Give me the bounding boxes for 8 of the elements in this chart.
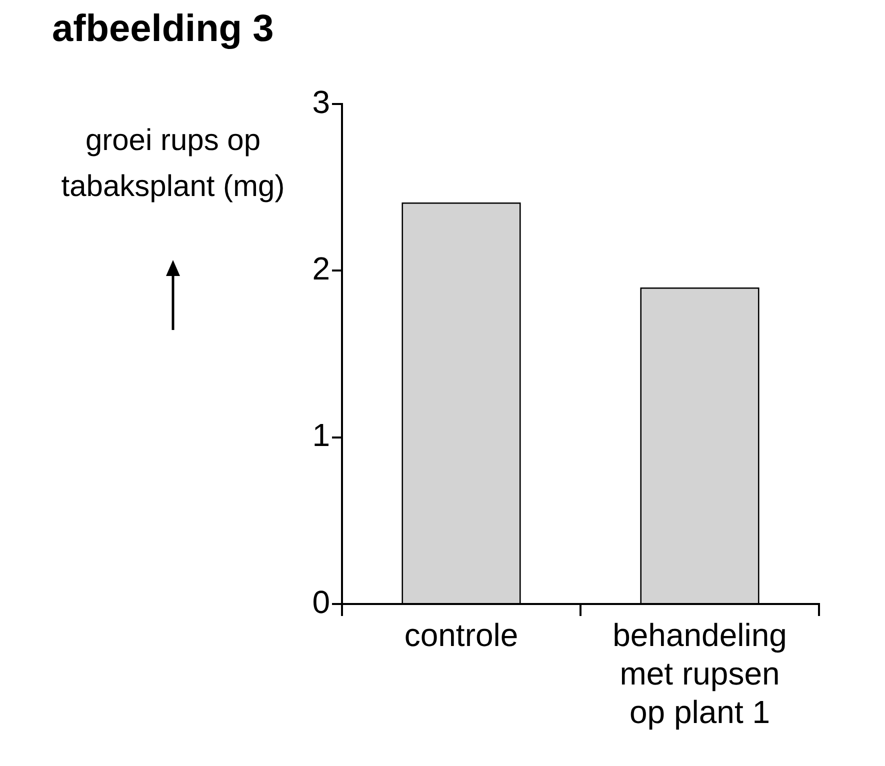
chart-title: afbeelding 3 — [52, 8, 274, 51]
y-axis-title: groei rups op tabaksplant (mg) — [60, 123, 286, 205]
x-tick-label: behandeling met rupsen op plant 1 — [612, 617, 787, 730]
y-tick-label: 0 — [312, 584, 330, 620]
y-tick-label: 2 — [312, 250, 330, 286]
x-tick-label: controle — [404, 617, 518, 654]
y-tick-label: 3 — [312, 84, 330, 120]
y-tick-label: 1 — [312, 417, 330, 454]
